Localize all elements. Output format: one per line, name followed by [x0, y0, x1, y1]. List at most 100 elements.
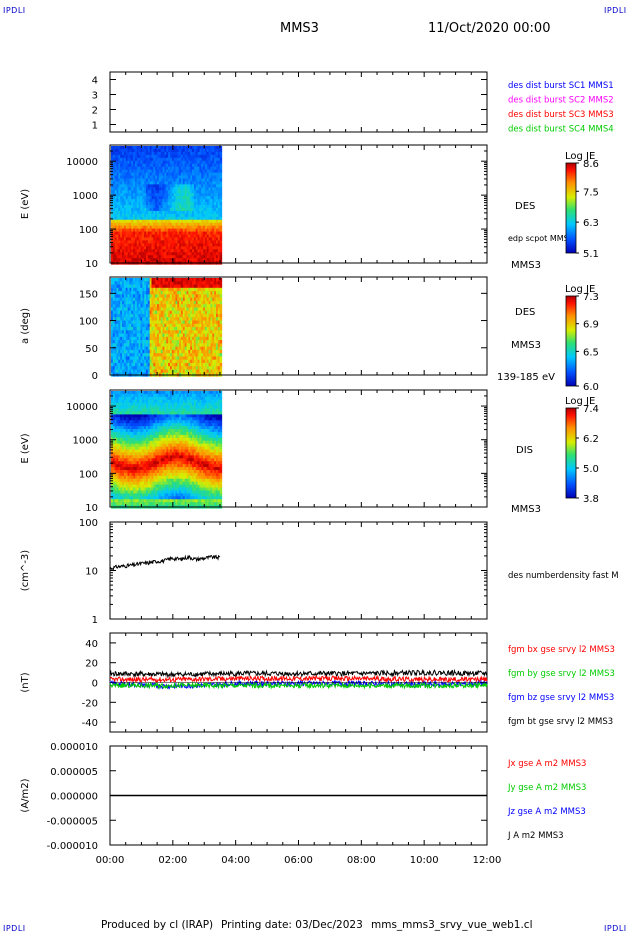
spectrogram-cell [127, 284, 131, 289]
spectrogram-cell [133, 234, 136, 239]
spectrogram-cell [186, 193, 189, 197]
spectrogram-cell [122, 490, 125, 494]
spectrogram-cell [146, 240, 149, 244]
spectrogram-cell [144, 284, 147, 289]
spectrogram-cell [190, 317, 193, 322]
spectrogram-cell [127, 362, 131, 367]
spectrogram-cell [116, 366, 119, 371]
spectrogram-cell [171, 346, 175, 351]
spectrogram-cell [186, 178, 189, 182]
spectrogram-cell [116, 234, 119, 239]
spectrogram-cell [123, 151, 127, 156]
spectrogram-cell [179, 320, 182, 325]
spectrogram-cell [168, 148, 171, 153]
spectrogram-cell [216, 207, 219, 212]
spectrogram-cell [149, 196, 153, 200]
spectrogram-cell [133, 205, 136, 209]
spectrogram-cell [171, 163, 175, 168]
spectrogram-cell [175, 323, 178, 328]
spectrogram-cell [146, 175, 149, 180]
spectrogram-cell [171, 304, 175, 308]
spectrogram-cell [184, 287, 188, 292]
spectrogram-cell [116, 346, 119, 351]
spectrogram-cell [153, 146, 156, 150]
spectrogram-cell [166, 222, 169, 227]
spectrogram-cell [111, 336, 114, 341]
spectrogram-cell [214, 340, 217, 344]
spectrogram-cell [216, 240, 219, 244]
spectrogram-cell [184, 310, 188, 315]
spectrogram-cell [210, 222, 213, 227]
spectrogram-cell [219, 336, 223, 341]
spectrogram-cell [136, 213, 140, 218]
spectrogram-cell [216, 148, 219, 153]
spectrogram-cell [160, 228, 164, 233]
spectrogram-cell [173, 172, 177, 177]
spectrogram-cell [146, 199, 149, 203]
spectrogram-cell [158, 258, 162, 262]
spectrogram-cell [136, 184, 140, 188]
spectrogram-cell [214, 284, 217, 289]
spectrogram-cell [171, 330, 175, 335]
spectrogram-cell [171, 359, 175, 364]
spectrogram-cell [147, 169, 151, 174]
spectrogram-cell [151, 366, 154, 371]
spectrogram-cell [122, 405, 125, 410]
spectrogram-cell [210, 333, 213, 338]
spectrogram-cell [120, 502, 123, 506]
spectrogram-cell [216, 157, 219, 162]
spectrogram-cell [208, 157, 212, 162]
spectrogram-cell [138, 340, 142, 344]
spectrogram-cell [160, 234, 164, 239]
spectrogram-cell [127, 469, 131, 474]
spectrogram-cell [111, 287, 114, 292]
spectrogram-cell [162, 237, 166, 241]
spectrogram-cell [210, 181, 213, 185]
spectrogram-cell [179, 190, 182, 194]
spectrogram-cell [151, 228, 154, 233]
spectrogram-cell [195, 323, 199, 328]
spectrogram-cell [114, 243, 118, 247]
spectrogram-cell [111, 222, 114, 227]
spectrogram-cell [171, 196, 175, 200]
spectrogram-cell [147, 327, 151, 331]
spectrogram-cell [164, 184, 167, 188]
spectrogram-cell [133, 346, 136, 351]
spectrogram-cell [164, 205, 167, 209]
spectrogram-cell [129, 502, 132, 506]
spectrogram-cell [147, 196, 151, 200]
spectrogram-cell [173, 199, 177, 203]
spectrogram-cell [166, 210, 169, 215]
spectrogram-cell [166, 330, 169, 335]
spectrogram-cell [190, 163, 193, 168]
spectrogram-cell [125, 163, 129, 168]
spectrogram-cell [169, 222, 173, 227]
spectrogram-cell [177, 284, 180, 289]
spectrogram-cell [147, 210, 151, 215]
spectrogram-cell [120, 349, 123, 354]
spectrogram-cell [162, 184, 166, 188]
spectrogram-cell [203, 163, 206, 168]
spectrogram-cell [195, 291, 199, 295]
spectrogram-cell [212, 243, 215, 247]
spectrogram-cell [111, 181, 114, 185]
spectrogram-cell [155, 151, 158, 156]
spectrogram-cell [177, 346, 180, 351]
spectrogram-cell [118, 258, 121, 262]
spectrogram-cell [193, 327, 197, 331]
spectrogram-cell [201, 225, 204, 230]
spectrogram-cell [111, 281, 114, 286]
spectrogram-cell [177, 184, 180, 188]
spectrogram-cell [122, 151, 125, 156]
spectrogram-cell [204, 297, 208, 302]
spectrogram-cell [160, 310, 164, 315]
spectrogram-cell [151, 291, 154, 295]
spectrogram-cell [112, 281, 116, 286]
spectrogram-cell [177, 304, 180, 308]
spectrogram-cell [203, 151, 206, 156]
spectrogram-cell [190, 196, 193, 200]
spectrogram-cell [201, 234, 204, 239]
spectrogram-cell [210, 216, 213, 221]
spectrogram-cell [175, 237, 178, 241]
spectrogram-cell [197, 166, 201, 171]
